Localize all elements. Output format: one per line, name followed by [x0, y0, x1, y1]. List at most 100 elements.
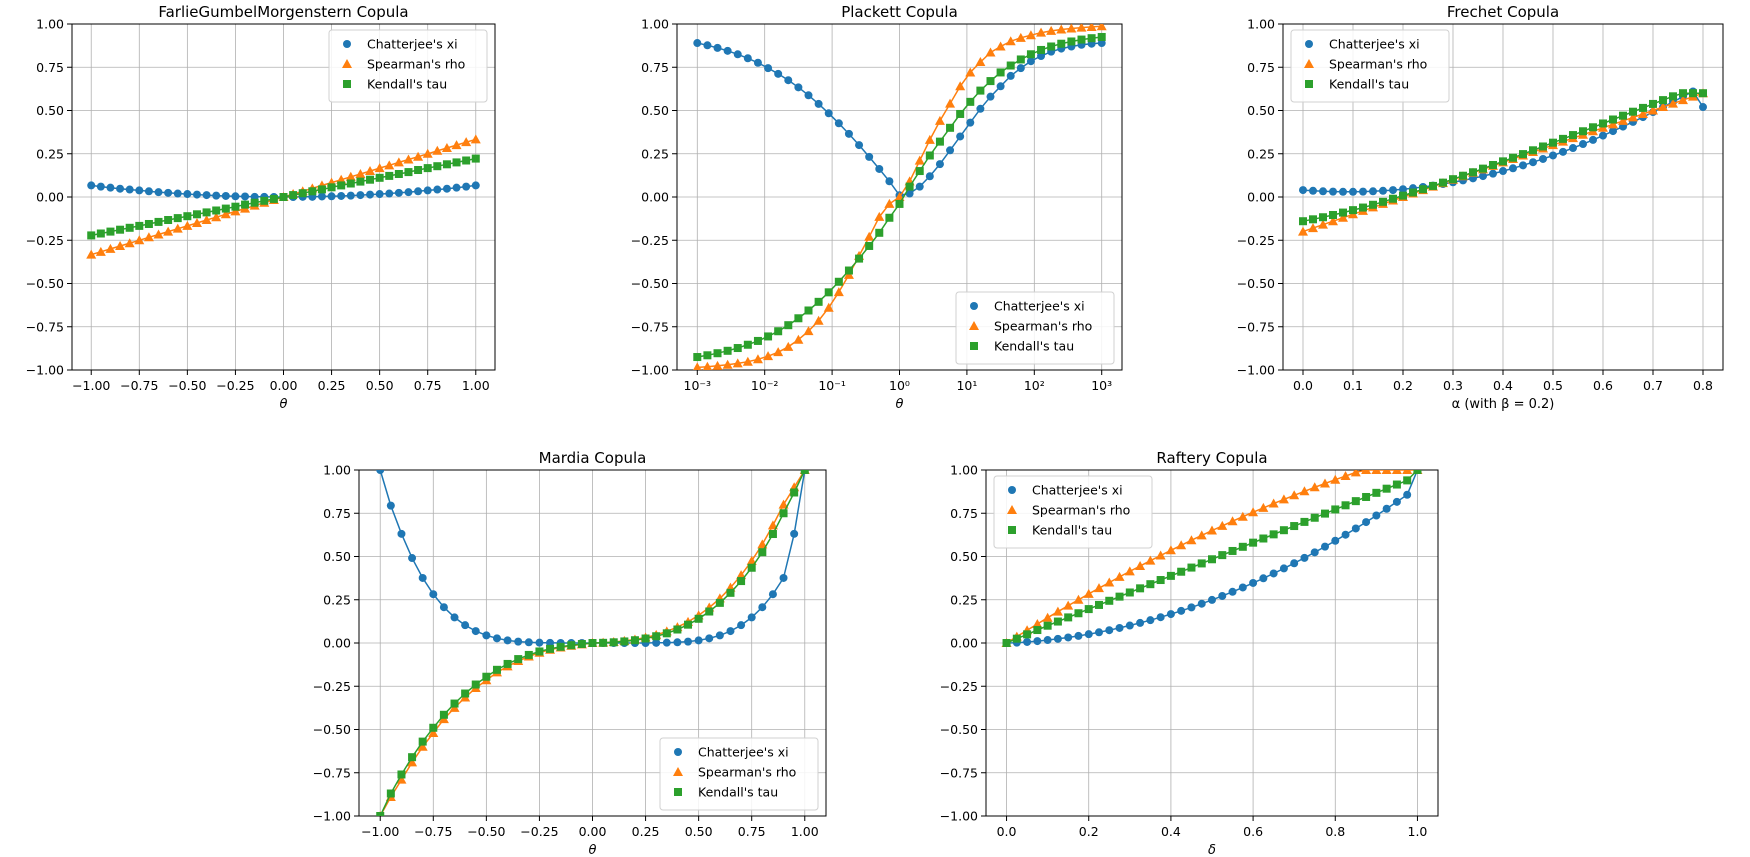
- data-point: [393, 157, 404, 167]
- y-tick-label: 0.25: [1247, 146, 1275, 161]
- series-square: [376, 470, 809, 816]
- data-point: [433, 162, 442, 171]
- data-point: [1609, 115, 1617, 124]
- data-point: [546, 644, 555, 653]
- data-point: [985, 47, 996, 57]
- legend: Chatterjee's xi Spearman's rho Kendall's t…: [1290, 29, 1450, 103]
- x-tick-label: 0.75: [738, 824, 766, 839]
- y-tick-label: −0.50: [26, 276, 64, 291]
- data-point: [641, 634, 650, 643]
- data-point: [514, 655, 523, 664]
- data-point: [1033, 626, 1042, 635]
- data-point: [1006, 61, 1015, 70]
- legend-marker: [1305, 80, 1313, 88]
- data-point: [747, 613, 756, 622]
- data-point: [1135, 561, 1146, 571]
- y-tick-label: −0.50: [1237, 276, 1275, 291]
- data-point: [1668, 98, 1678, 108]
- data-point: [1618, 115, 1628, 125]
- data-point: [439, 603, 448, 612]
- data-point: [1012, 634, 1021, 643]
- data-point: [407, 757, 418, 767]
- data-point: [1033, 637, 1042, 646]
- data-point: [1409, 188, 1417, 197]
- data-point: [1114, 571, 1125, 581]
- legend-label: Kendall's tau: [994, 339, 1074, 354]
- data-point: [1339, 187, 1347, 196]
- data-point: [803, 326, 814, 336]
- data-point: [1609, 127, 1617, 136]
- x-tick-label: 0.6: [1243, 824, 1263, 839]
- data-point: [1699, 103, 1707, 112]
- data-point: [874, 211, 885, 221]
- data-point: [1258, 502, 1269, 512]
- data-point: [905, 182, 914, 191]
- data-point: [384, 160, 395, 170]
- series-circle: [693, 39, 1106, 200]
- data-point: [1278, 494, 1289, 504]
- y-tick-label: 1.00: [950, 463, 978, 478]
- data-point: [452, 158, 461, 167]
- data-point: [211, 212, 222, 222]
- chart-title: Raftery Copula: [1156, 449, 1267, 467]
- data-point: [1382, 504, 1391, 513]
- legend-label: Spearman's rho: [698, 765, 796, 780]
- data-point: [588, 639, 597, 647]
- series-square: [693, 32, 1106, 362]
- data-point: [833, 287, 844, 297]
- data-point: [1559, 147, 1567, 156]
- data-point: [1064, 613, 1073, 622]
- y-tick-label: −0.75: [26, 319, 64, 334]
- data-point: [289, 191, 298, 200]
- data-point: [905, 189, 914, 198]
- y-tick-label: 0.50: [36, 103, 64, 118]
- data-point: [693, 362, 702, 370]
- data-point: [1279, 564, 1288, 573]
- chart-panel-4: −1.00 −0.75 −0.50 −0.25 0.00 0.25 0.50 0.75 1.00…: [313, 449, 827, 857]
- legend-label: Kendall's tau: [367, 77, 447, 92]
- y-tick-label: 0.00: [641, 190, 669, 205]
- x-tick-label: 10⁻²: [751, 378, 779, 393]
- data-point: [1413, 470, 1422, 474]
- data-point: [1382, 484, 1391, 493]
- data-point: [1659, 96, 1667, 105]
- data-point: [800, 470, 809, 474]
- data-point: [1096, 24, 1107, 31]
- data-point: [577, 640, 586, 649]
- x-tick-label: 1.00: [462, 378, 490, 393]
- data-point: [1638, 108, 1648, 118]
- data-point: [723, 346, 732, 355]
- data-point: [221, 191, 230, 200]
- data-point: [1074, 631, 1083, 640]
- y-tick-label: −0.25: [313, 679, 351, 694]
- data-point: [1087, 34, 1096, 43]
- data-point: [1589, 135, 1597, 144]
- data-point: [422, 148, 433, 158]
- data-point: [374, 163, 385, 173]
- x-tick-label: 0.0: [1293, 378, 1313, 393]
- data-point: [1249, 538, 1258, 547]
- plot-area: [1001, 470, 1423, 647]
- data-point: [1037, 45, 1046, 54]
- data-point: [1359, 203, 1367, 212]
- data-point: [813, 315, 824, 325]
- data-point: [1187, 603, 1196, 612]
- data-point: [814, 99, 823, 108]
- data-point: [1402, 470, 1413, 474]
- data-point: [753, 336, 762, 345]
- y-tick-label: 1.00: [1247, 17, 1275, 32]
- data-point: [794, 83, 803, 92]
- data-point: [783, 341, 794, 351]
- data-point: [201, 215, 212, 225]
- data-point: [733, 344, 742, 353]
- data-point: [503, 636, 512, 645]
- data-point: [442, 184, 451, 193]
- data-point: [441, 143, 452, 153]
- data-point: [1399, 185, 1407, 194]
- data-point: [87, 231, 96, 240]
- plot-area: [1298, 87, 1708, 236]
- data-point: [87, 181, 96, 190]
- data-point: [375, 173, 384, 182]
- data-point: [1115, 623, 1124, 632]
- data-point: [461, 621, 470, 630]
